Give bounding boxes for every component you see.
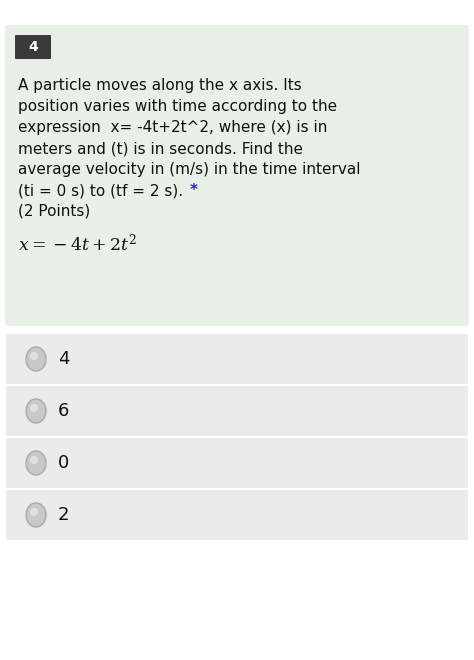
Text: 6: 6 — [58, 402, 69, 420]
FancyBboxPatch shape — [6, 438, 468, 488]
Ellipse shape — [30, 352, 38, 360]
Ellipse shape — [26, 399, 46, 423]
Text: (ti = 0 s) to (tf = 2 s).: (ti = 0 s) to (tf = 2 s). — [18, 183, 188, 198]
Text: $x = -4t + 2t^2$: $x = -4t + 2t^2$ — [18, 233, 137, 255]
Ellipse shape — [30, 404, 38, 412]
FancyBboxPatch shape — [6, 386, 468, 436]
Text: (2 Points): (2 Points) — [18, 204, 90, 219]
Text: 4: 4 — [28, 40, 38, 54]
Ellipse shape — [26, 347, 46, 371]
Text: *: * — [190, 183, 198, 198]
Text: average velocity in (m/s) in the time interval: average velocity in (m/s) in the time in… — [18, 162, 361, 177]
Ellipse shape — [26, 503, 46, 527]
Text: A particle moves along the x axis. Its: A particle moves along the x axis. Its — [18, 78, 302, 93]
Text: 2: 2 — [58, 506, 70, 524]
Text: meters and (t) is in seconds. Find the: meters and (t) is in seconds. Find the — [18, 141, 303, 156]
FancyBboxPatch shape — [5, 25, 469, 326]
Ellipse shape — [30, 508, 38, 516]
Text: 4: 4 — [58, 350, 70, 368]
Text: position varies with time according to the: position varies with time according to t… — [18, 99, 337, 114]
Text: expression  x= -4t+2t^2, where (x) is in: expression x= -4t+2t^2, where (x) is in — [18, 120, 328, 135]
FancyBboxPatch shape — [6, 334, 468, 384]
Text: 0: 0 — [58, 454, 69, 472]
Ellipse shape — [30, 456, 38, 464]
FancyBboxPatch shape — [6, 490, 468, 540]
Ellipse shape — [26, 451, 46, 475]
FancyBboxPatch shape — [15, 35, 51, 59]
